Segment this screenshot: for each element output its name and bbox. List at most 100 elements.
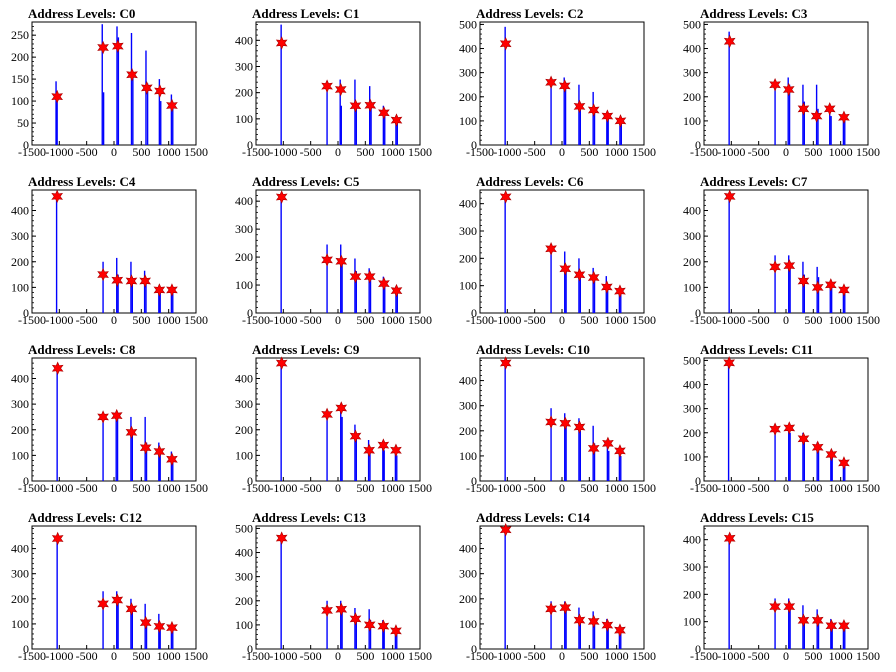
- star-marker: [824, 278, 837, 292]
- y-tick-label: 100: [683, 615, 701, 629]
- y-tick-label: 200: [235, 86, 253, 100]
- star-marker: [499, 523, 512, 537]
- x-tick-label: 0: [111, 649, 117, 663]
- star-marker: [153, 619, 166, 634]
- x-tick-label: -1500: [690, 313, 718, 327]
- chart-title: Address Levels: C7: [700, 174, 808, 189]
- x-tick-label: -500: [76, 145, 98, 159]
- x-tick-label: 0: [111, 481, 117, 495]
- y-tick-label: 0: [471, 306, 477, 320]
- x-tick-label: 1000: [381, 481, 405, 495]
- x-tick-label: -1000: [45, 649, 73, 663]
- chart-panel-13: Address Levels: C13 0 100 200 300 400 500 -1500…: [224, 504, 448, 672]
- x-tick-label: 500: [580, 145, 598, 159]
- star-marker: [558, 79, 571, 93]
- x-tick-label: 1500: [632, 145, 656, 159]
- star-marker: [573, 267, 586, 282]
- y-tick-label: 300: [683, 229, 701, 243]
- x-tick-label: 1000: [381, 649, 405, 663]
- x-tick-label: -1500: [242, 481, 270, 495]
- chart-svg: 0 50 100 150 200 250 -1500 -1000 -500 0 500 1000 150…: [11, 21, 208, 159]
- y-tick-label: 200: [683, 587, 701, 601]
- star-marker: [335, 401, 348, 415]
- star-marker: [378, 106, 390, 120]
- x-tick-label: -1000: [717, 649, 745, 663]
- star-marker: [349, 612, 362, 626]
- x-tick-label: 1000: [829, 145, 853, 159]
- x-tick-label: 500: [356, 481, 374, 495]
- x-tick-label: -1000: [493, 481, 521, 495]
- star-marker: [769, 260, 781, 274]
- x-tick-label: -1500: [690, 481, 718, 495]
- y-tick-label: 0: [23, 138, 29, 152]
- x-tick-label: 1500: [184, 145, 208, 159]
- star-marker: [349, 98, 362, 113]
- chart-svg: 0 100 200 300 400 500 -1500 -1000 -500 0 500 1000 15…: [683, 353, 880, 495]
- star-marker: [349, 429, 362, 443]
- y-tick-label: 0: [471, 138, 477, 152]
- star-marker: [769, 422, 781, 436]
- y-tick-label: 200: [683, 426, 701, 440]
- star-marker: [783, 258, 796, 273]
- star-marker: [600, 280, 613, 294]
- chart-panel-8: Address Levels: C8 0 100 200 300 400 -1500 -100…: [0, 336, 224, 504]
- x-tick-label: -500: [76, 313, 98, 327]
- x-tick-label: 1500: [856, 481, 880, 495]
- x-tick-label: 1000: [605, 649, 629, 663]
- x-tick-label: 1500: [856, 145, 880, 159]
- star-marker: [154, 84, 166, 98]
- y-tick-label: 100: [11, 617, 29, 631]
- y-tick-label: 100: [683, 114, 701, 128]
- star-marker: [125, 274, 138, 288]
- y-tick-label: 250: [11, 28, 29, 42]
- x-tick-label: 0: [335, 313, 341, 327]
- star-marker: [111, 273, 124, 287]
- y-tick-label: 200: [459, 592, 477, 606]
- star-marker: [349, 269, 362, 284]
- x-tick-label: 0: [783, 145, 789, 159]
- x-tick-label: 0: [559, 145, 565, 159]
- y-tick-label: 0: [23, 642, 29, 656]
- y-tick-label: 100: [235, 618, 253, 632]
- x-tick-label: 0: [559, 313, 565, 327]
- chart-svg: 0 100 200 300 400 -1500 -1000 -500 0 500 1000 1500: [235, 189, 432, 327]
- y-tick-label: 300: [459, 567, 477, 581]
- y-tick-label: 100: [459, 449, 477, 463]
- y-tick-label: 200: [235, 423, 253, 437]
- chart-svg: 0 100 200 300 400 500 -1500 -1000 -500 0 500 1000 15…: [459, 17, 656, 159]
- chart-svg: 0 100 200 300 400 -1500 -1000 -500 0 500 1000 1500: [459, 356, 656, 495]
- chart-panel-14: Address Levels: C14 0 100 200 300 400 -1500 -10…: [448, 504, 672, 672]
- star-marker: [153, 444, 166, 459]
- chart-title: Address Levels: C15: [700, 510, 814, 525]
- chart-panel-6: Address Levels: C6 0 100 200 300 400 -1500 -100…: [448, 168, 672, 336]
- star-marker: [139, 440, 152, 455]
- x-tick-label: -1500: [18, 481, 46, 495]
- star-marker: [377, 619, 390, 633]
- chart-title: Address Levels: C3: [700, 6, 808, 21]
- y-tick-label: 100: [459, 114, 477, 128]
- star-marker: [587, 441, 600, 456]
- y-tick-label: 400: [459, 374, 477, 388]
- x-tick-label: 500: [132, 145, 150, 159]
- star-marker: [321, 407, 333, 422]
- x-tick-label: 500: [804, 481, 822, 495]
- star-marker: [390, 113, 403, 127]
- star-marker: [723, 34, 736, 49]
- y-tick-label: 200: [235, 250, 253, 264]
- x-tick-label: 1500: [408, 481, 432, 495]
- y-tick-label: 200: [11, 592, 29, 606]
- star-marker: [363, 618, 376, 632]
- chart-panel-9: Address Levels: C9 0 100 200 300 400 -1500 -100…: [224, 336, 448, 504]
- star-marker: [782, 82, 795, 97]
- star-marker: [723, 531, 736, 546]
- star-marker: [587, 103, 600, 117]
- chart-panel-4: Address Levels: C4 0 100 200 300 400 -1500 -100…: [0, 168, 224, 336]
- y-tick-label: 400: [11, 542, 29, 556]
- x-tick-label: -1500: [18, 145, 46, 159]
- y-tick-label: 300: [11, 229, 29, 243]
- y-tick-label: 0: [247, 642, 253, 656]
- x-tick-label: -1000: [269, 313, 297, 327]
- star-marker: [573, 613, 586, 627]
- y-tick-label: 400: [683, 42, 701, 56]
